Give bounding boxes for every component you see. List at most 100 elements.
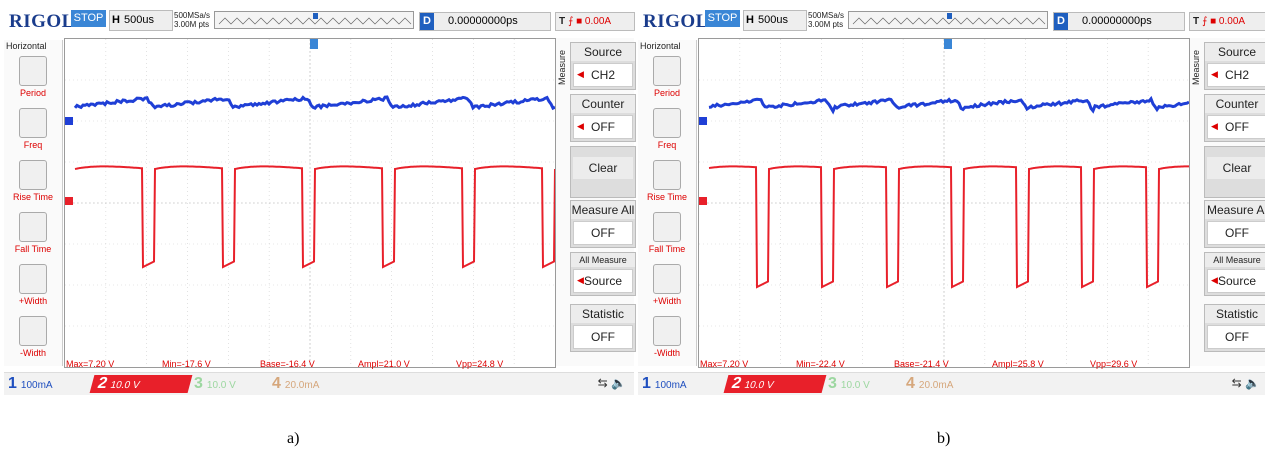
channel-4-tab[interactable]: 4 20.0mA (272, 375, 319, 393)
measure-rise-time[interactable]: Rise Time (4, 160, 62, 202)
timebase-box[interactable]: H 500us (109, 10, 173, 31)
measure-tab[interactable]: Measure (1191, 50, 1201, 85)
figure-caption-b: b) (937, 430, 950, 448)
meas-base: Base=-16.4 V (260, 359, 315, 369)
run-stop-badge[interactable]: STOP (71, 10, 106, 27)
sample-rate: 500MSa/s (808, 11, 844, 20)
measure-freq[interactable]: Freq (638, 108, 696, 150)
meas-ampl: Ampl=25.8 V (992, 359, 1044, 369)
delay-box[interactable]: D 0.00000000ps (419, 12, 551, 31)
measure-menu-right: Measure Source ◀ CH2 Counter ◀ OFF Clear Mea… (556, 38, 634, 366)
measure-minus-width[interactable]: -Width (638, 316, 696, 358)
clear-button[interactable]: Clear (570, 146, 636, 198)
measure-plus-width[interactable]: +Width (638, 264, 696, 306)
left-arrow-icon: ◀ (1211, 69, 1218, 80)
statistic-button[interactable]: Statistic OFF (1204, 304, 1265, 352)
delay-value: 0.00000000ps (448, 15, 518, 27)
counter-button[interactable]: Counter ◀ OFF (570, 94, 636, 142)
measure-minus-width[interactable]: -Width (4, 316, 62, 358)
left-arrow-icon: ◀ (577, 69, 584, 80)
measure-label: +Width (638, 296, 696, 306)
all-measure-source-button[interactable]: All Measure ◀ Source (1204, 252, 1265, 296)
measure-all-label: Measure Al (1205, 201, 1265, 219)
measure-all-value: OFF (573, 221, 633, 245)
trigger-position-marker (944, 39, 952, 49)
measure-fall-time[interactable]: Fall Time (4, 212, 62, 254)
channel-4-tab[interactable]: 4 20.0mA (906, 375, 953, 393)
channel-scale: 100mA (21, 380, 53, 391)
channel-2-tab[interactable]: 210.0 V (724, 375, 827, 393)
statistic-button[interactable]: Statistic OFF (570, 304, 636, 352)
channel-number: 1 (642, 375, 651, 392)
memory-depth: 3.00M pts (808, 20, 844, 29)
memory-timeline[interactable] (848, 11, 1048, 29)
source-value: CH2 (591, 68, 615, 82)
meas-max: Max=7.20 V (700, 359, 748, 369)
channel-number: 2 (96, 375, 109, 392)
meas-ampl: Ampl=21.0 V (358, 359, 410, 369)
source-label: Source (1205, 43, 1265, 61)
all-measure-source-button[interactable]: All Measure ◀ Source (570, 252, 636, 296)
source-value: CH2 (1225, 68, 1249, 82)
channel-1-tab[interactable]: 1 100mA (8, 375, 53, 393)
meas-max: Max=7.20 V (66, 359, 114, 369)
channel-3-tab[interactable]: 3 10.0 V (828, 375, 870, 393)
trigger-box[interactable]: T ⨍ ■ 0.00A (1189, 12, 1265, 31)
plus-width-icon (19, 264, 47, 294)
channel-scale: 100mA (655, 380, 687, 391)
meas-min: Min=-22.4 V (796, 359, 845, 369)
channel-scale: 10.0 V (743, 380, 775, 391)
measure-tab[interactable]: Measure (557, 50, 567, 85)
measure-label: Rise Time (4, 192, 62, 202)
channel-3-tab[interactable]: 3 10.0 V (194, 375, 236, 393)
channel-1-tab[interactable]: 1 100mA (642, 375, 687, 393)
counter-label: Counter (1205, 95, 1265, 113)
channel-scale: 10.0 V (109, 380, 141, 391)
channel-1-trace (709, 99, 1189, 112)
memory-depth: 3.00M pts (174, 20, 210, 29)
timebase-box[interactable]: H 500us (743, 10, 807, 31)
measure-freq[interactable]: Freq (4, 108, 62, 150)
fall-time-icon (653, 212, 681, 242)
counter-button[interactable]: Counter ◀ OFF (1204, 94, 1265, 142)
channel-1-marker (699, 117, 707, 125)
clear-button[interactable]: Clear (1204, 146, 1265, 198)
minus-width-icon (653, 316, 681, 346)
freq-icon (653, 108, 681, 138)
all-measure-value: Source (1218, 274, 1256, 288)
channel-2-marker (65, 197, 73, 205)
waveform-grid[interactable] (698, 38, 1190, 368)
sample-rate: 500MSa/s (174, 11, 210, 20)
trigger-t-label: T (559, 16, 565, 27)
channel-scale: 20.0mA (919, 380, 953, 391)
oscilloscope-screen-a: RIGOL STOP H 500us 500MSa/s 3.00M pts D 0.0… (4, 0, 634, 405)
memory-timeline[interactable] (214, 11, 414, 29)
waveform-plot (65, 39, 555, 367)
measure-label: Fall Time (638, 244, 696, 254)
measure-period[interactable]: Period (638, 56, 696, 98)
waveform-grid[interactable] (64, 38, 556, 368)
counter-value: OFF (1225, 120, 1249, 134)
left-arrow-icon: ◀ (577, 275, 584, 286)
usb-speaker-icon: ⇆ 🔈 (1232, 376, 1260, 390)
measure-fall-time[interactable]: Fall Time (638, 212, 696, 254)
measure-rise-time[interactable]: Rise Time (638, 160, 696, 202)
run-stop-badge[interactable]: STOP (705, 10, 740, 27)
measure-period[interactable]: Period (4, 56, 62, 98)
counter-value: OFF (591, 120, 615, 134)
measure-label: Freq (638, 140, 696, 150)
measure-all-button[interactable]: Measure All OFF (570, 200, 636, 248)
timebase-value: 500us (758, 14, 788, 26)
trigger-box[interactable]: T ⨍ ■ 0.00A (555, 12, 635, 31)
source-button[interactable]: Source ◀ CH2 (570, 42, 636, 90)
measure-plus-width[interactable]: +Width (4, 264, 62, 306)
channel-2-trace (709, 166, 1189, 287)
source-button[interactable]: Source ◀ CH2 (1204, 42, 1265, 90)
channel-number: 3 (828, 375, 837, 392)
measure-all-button[interactable]: Measure Al OFF (1204, 200, 1265, 248)
channel-2-tab[interactable]: 210.0 V (90, 375, 193, 393)
rise-time-icon (653, 160, 681, 190)
delay-box[interactable]: D 0.00000000ps (1053, 12, 1185, 31)
channel-bar: 1 100mA 210.0 V 3 10.0 V 4 20.0mA ⇆ 🔈 (638, 372, 1265, 395)
measure-menu-right: Measure Source ◀ CH2 Counter ◀ OFF Clear Mea… (1190, 38, 1265, 366)
